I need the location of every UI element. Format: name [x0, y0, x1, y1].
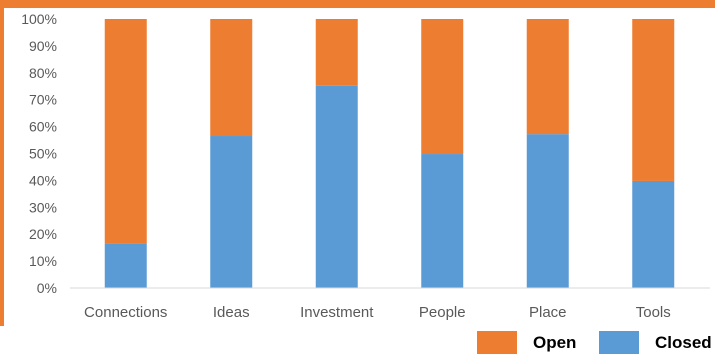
x-tick-label: Tools [636, 304, 671, 321]
x-tick-label: Place [529, 304, 567, 321]
stacked-bar-chart: 0% 10% 20% 30% 40% 50% 60% 70% 80% 90% 100% Connec… [21, 11, 710, 321]
y-tick-label: 80% [29, 65, 57, 81]
y-tick-label: 60% [29, 119, 57, 135]
bar-open-place [526, 19, 569, 135]
bar-closed-people [421, 154, 464, 288]
left-accent-bar [0, 8, 4, 326]
bar-open-ideas [210, 19, 253, 137]
y-tick-label: 10% [29, 253, 57, 269]
y-tick-label: 90% [29, 38, 57, 54]
y-tick-label: 40% [29, 172, 57, 188]
bar-open-tools [632, 19, 675, 181]
x-tick-label: Ideas [213, 304, 250, 321]
legend-label-closed: Closed [655, 332, 712, 352]
bar-open-people [421, 19, 464, 155]
y-tick-label: 20% [29, 226, 57, 242]
legend-swatch-closed [599, 331, 639, 354]
bar-closed-investment [315, 85, 358, 288]
legend-swatch-open [477, 331, 517, 354]
bar-closed-place [526, 134, 569, 288]
y-tick-label: 0% [37, 280, 57, 296]
y-tick-label: 70% [29, 92, 57, 108]
y-tick-label: 30% [29, 199, 57, 215]
y-tick-label: 50% [29, 146, 57, 162]
y-axis: 0% 10% 20% 30% 40% 50% 60% 70% 80% 90% 100% [21, 11, 57, 296]
legend-item-open: Open [477, 331, 576, 354]
bars [104, 19, 675, 288]
bar-open-connections [104, 19, 147, 244]
legend-label-open: Open [533, 332, 577, 352]
bar-closed-ideas [210, 136, 253, 288]
x-axis: Connections Ideas Investment People Place Too… [84, 304, 671, 321]
bar-open-investment [315, 19, 358, 86]
top-accent-bar [0, 0, 715, 8]
x-tick-label: Investment [300, 304, 374, 321]
legend-item-closed: Closed [599, 331, 712, 354]
y-tick-label: 100% [21, 11, 57, 27]
x-tick-label: People [419, 304, 466, 321]
bar-closed-connections [104, 243, 147, 288]
bar-closed-tools [632, 180, 675, 288]
legend: Open Closed [0, 331, 715, 354]
x-tick-label: Connections [84, 304, 167, 321]
